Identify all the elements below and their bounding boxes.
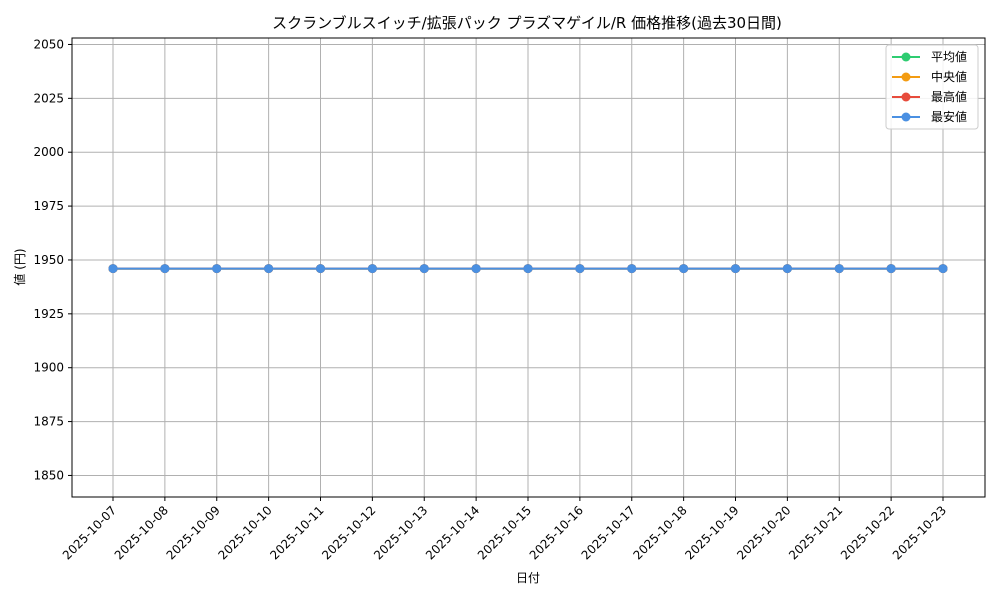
legend-marker [901, 92, 911, 102]
y-tick-label: 2050 [33, 37, 64, 51]
data-point [782, 264, 792, 274]
y-tick-label: 1875 [33, 415, 64, 429]
legend-marker [901, 52, 911, 62]
data-point [627, 264, 637, 274]
chart-title: スクランブルスイッチ/拡張パック プラズマゲイル/R 価格推移(過去30日間) [272, 14, 782, 32]
y-tick-label: 1850 [33, 468, 64, 482]
x-tick-label: 2025-10-13 [371, 503, 430, 562]
data-point [419, 264, 429, 274]
legend-label: 平均値 [931, 49, 967, 64]
data-point [679, 264, 689, 274]
data-point [575, 264, 585, 274]
data-point [471, 264, 481, 274]
data-point [264, 264, 274, 274]
y-tick-label: 2025 [33, 91, 64, 105]
data-point [367, 264, 377, 274]
x-tick-label: 2025-10-07 [60, 503, 119, 562]
y-tick-label: 1925 [33, 307, 64, 321]
data-point [316, 264, 325, 274]
legend-label: 最高値 [931, 89, 967, 104]
legend-marker [901, 72, 911, 82]
legend-marker [901, 112, 911, 122]
y-axis: 1850 1875 1900 1925 1950 1975 2000 2025 2050 [33, 37, 72, 482]
x-tick-label: 2025-10-15 [475, 503, 534, 562]
x-tick-label: 2025-10-10 [216, 503, 275, 562]
x-tick-label: 2025-10-21 [786, 503, 845, 562]
series-3 [108, 264, 948, 274]
y-tick-label: 1950 [33, 253, 64, 267]
data-point [731, 264, 740, 274]
legend-box [885, 44, 979, 130]
data-point [938, 264, 948, 274]
x-tick-label: 2025-10-16 [527, 503, 586, 562]
x-axis: 2025-10-072025-10-082025-10-092025-10-10… [60, 497, 949, 562]
x-tick-label: 2025-10-19 [682, 503, 741, 562]
x-tick-label: 2025-10-12 [319, 503, 378, 562]
data-point [160, 264, 170, 274]
legend-label: 最安値 [931, 109, 967, 124]
legend-label: 中央値 [931, 69, 967, 84]
x-axis-label: 日付 [516, 571, 540, 585]
x-tick-label: 2025-10-14 [423, 503, 482, 562]
x-tick-label: 2025-10-20 [734, 503, 793, 562]
y-tick-label: 1975 [33, 199, 64, 213]
x-tick-label: 2025-10-11 [267, 503, 326, 562]
data-point [834, 264, 844, 274]
data-point [108, 264, 118, 274]
y-axis-label: 値 (円) [12, 248, 27, 285]
y-tick-label: 1900 [33, 361, 64, 375]
x-tick-label: 2025-10-18 [631, 503, 690, 562]
x-tick-label: 2025-10-17 [579, 503, 638, 562]
data-point [523, 264, 533, 274]
x-tick-label: 2025-10-09 [164, 503, 223, 562]
y-tick-label: 2000 [33, 145, 64, 159]
data-point [212, 264, 222, 274]
x-tick-label: 2025-10-22 [838, 503, 897, 562]
series-layer [108, 264, 948, 274]
x-tick-label: 2025-10-23 [890, 503, 949, 562]
data-point [886, 264, 896, 274]
x-tick-label: 2025-10-08 [112, 503, 171, 562]
